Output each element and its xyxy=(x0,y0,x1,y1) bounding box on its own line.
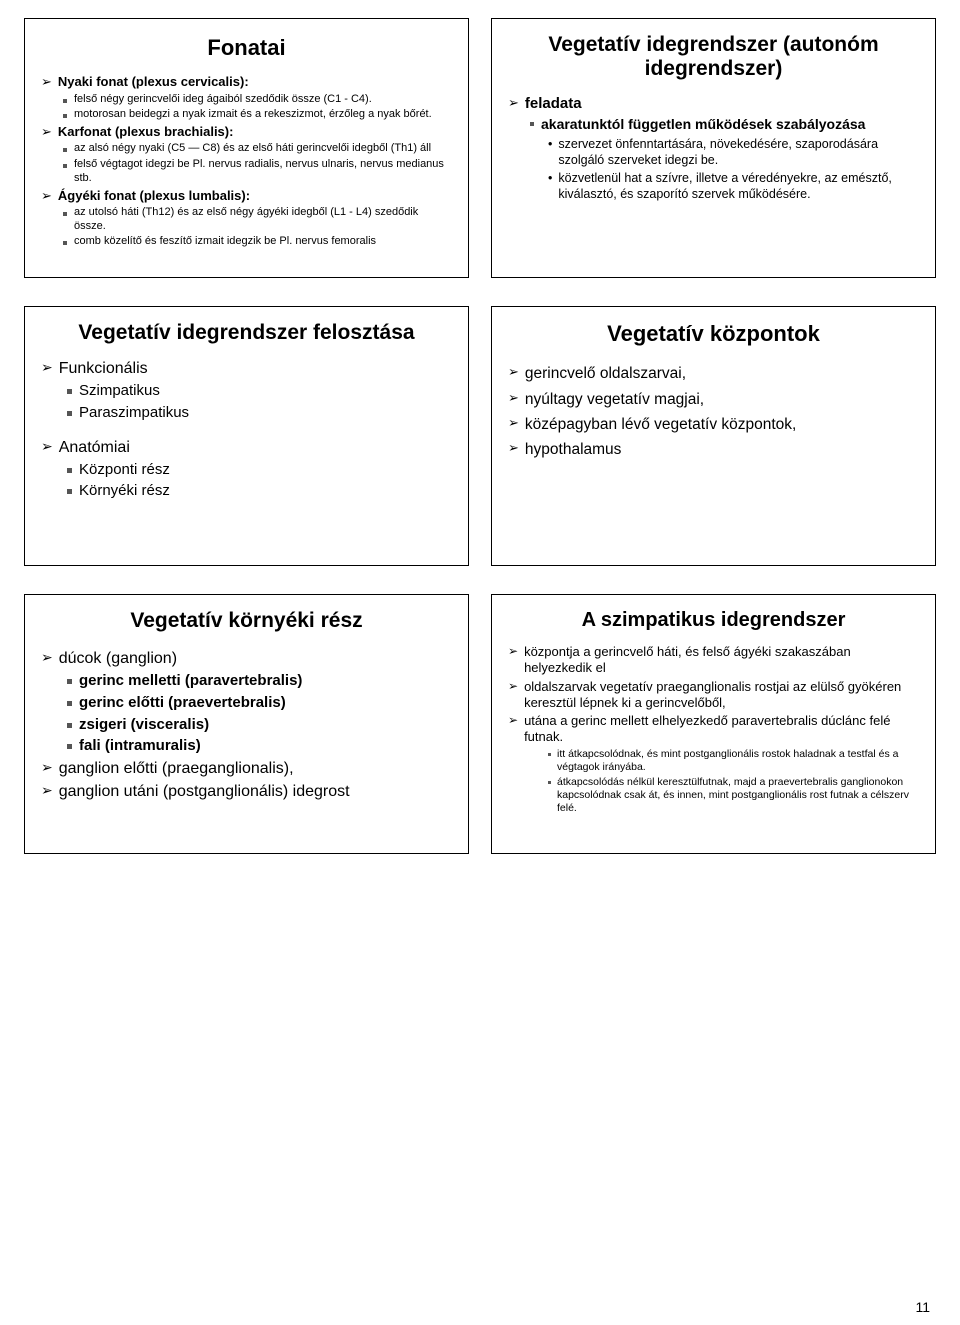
arrow-icon: ➢ xyxy=(41,359,53,377)
slide-title: Vegetatív idegrendszer felosztása xyxy=(41,321,452,345)
list-item: •közvetlenül hat a szívre, illetve a vér… xyxy=(548,170,919,202)
list-item: ➢feladata xyxy=(508,95,919,114)
list-item: ➢Ágyéki fonat (plexus lumbalis): xyxy=(41,188,452,204)
slide-kozpontok: Vegetatív központok ➢gerincvelő oldalsza… xyxy=(491,306,936,566)
list-item: átkapcsolódás nélkül keresztülfutnak, ma… xyxy=(548,776,919,815)
list-item: felső négy gerincvelői ideg ágaiból szed… xyxy=(63,93,452,107)
list-item: comb közelítő és feszítő izmait idegzik … xyxy=(63,235,452,249)
bullet-icon xyxy=(67,468,72,473)
square-icon xyxy=(548,753,551,756)
bullet-icon xyxy=(67,679,72,684)
arrow-icon: ➢ xyxy=(508,679,518,694)
bullet-icon xyxy=(63,114,67,118)
list-item: Szimpatikus xyxy=(67,382,452,401)
square-icon xyxy=(548,781,551,784)
list-item: gerinc melletti (paravertebralis) xyxy=(67,672,452,691)
arrow-icon: ➢ xyxy=(508,415,519,431)
arrow-icon: ➢ xyxy=(508,364,519,380)
bullet-icon xyxy=(67,489,72,494)
arrow-icon: ➢ xyxy=(41,188,52,204)
bullet-icon xyxy=(530,122,534,126)
arrow-icon: ➢ xyxy=(41,759,53,777)
page-number: 11 xyxy=(915,1299,930,1315)
arrow-icon: ➢ xyxy=(508,713,518,728)
list-item: •szervezet önfenntartására, növekedésére… xyxy=(548,136,919,168)
list-item: zsigeri (visceralis) xyxy=(67,716,452,735)
dash-icon: • xyxy=(548,136,552,152)
arrow-icon: ➢ xyxy=(508,440,519,456)
list-item: az utolsó háti (Th12) és az első négy ág… xyxy=(63,206,452,234)
slide-title: Fonatai xyxy=(41,35,452,60)
list-item: Környéki rész xyxy=(67,482,452,501)
arrow-icon: ➢ xyxy=(508,390,519,406)
bullet-icon xyxy=(63,99,67,103)
list-item: ➢gerincvelő oldalszarvai, xyxy=(508,364,919,383)
list-item: ➢Nyaki fonat (plexus cervicalis): xyxy=(41,74,452,90)
list-item: motorosan beidegzi a nyak izmait és a re… xyxy=(63,108,452,122)
arrow-icon: ➢ xyxy=(41,782,53,800)
list-item: felső végtagot idegzi be Pl. nervus radi… xyxy=(63,158,452,186)
bullet-icon xyxy=(63,164,67,168)
list-item: gerinc előtti (praevertebralis) xyxy=(67,694,452,713)
bullet-icon xyxy=(63,148,67,152)
arrow-icon: ➢ xyxy=(508,95,519,111)
arrow-icon: ➢ xyxy=(41,438,53,456)
list-item: ➢Karfonat (plexus brachialis): xyxy=(41,124,452,140)
list-item: ➢oldalszarvak vegetatív praeganglionalis… xyxy=(508,679,919,712)
list-item: ➢Anatómiai xyxy=(41,438,452,458)
list-item: ➢hypothalamus xyxy=(508,440,919,459)
list-item: Központi rész xyxy=(67,461,452,480)
slide-title: Vegetatív idegrendszer (autonóm idegrend… xyxy=(508,33,919,81)
arrow-icon: ➢ xyxy=(41,74,52,90)
slide-title: Vegetatív központok xyxy=(508,321,919,346)
list-item: akaratunktól független működések szabály… xyxy=(530,116,919,134)
slide-grid: Fonatai ➢Nyaki fonat (plexus cervicalis)… xyxy=(0,0,960,864)
slide-title: Vegetatív környéki rész xyxy=(41,609,452,633)
list-item: itt átkapcsolódnak, és mint postganglion… xyxy=(548,748,919,774)
list-item: ➢ganglion előtti (praeganglionalis), xyxy=(41,759,452,779)
bullet-icon xyxy=(67,744,72,749)
slide-title: A szimpatikus idegrendszer xyxy=(508,609,919,632)
list-item: Paraszimpatikus xyxy=(67,404,452,423)
list-item: ➢nyúltagy vegetatív magjai, xyxy=(508,390,919,409)
list-item: ➢ganglion utáni (postganglionális) idegr… xyxy=(41,782,452,802)
arrow-icon: ➢ xyxy=(508,644,518,659)
list-item: ➢központja a gerincvelő háti, és felső á… xyxy=(508,644,919,677)
bullet-icon xyxy=(63,241,67,245)
list-item: az alsó négy nyaki (C5 — C8) és az első … xyxy=(63,142,452,156)
slide-felosztasa: Vegetatív idegrendszer felosztása ➢Funkc… xyxy=(24,306,469,566)
bullet-icon xyxy=(67,411,72,416)
bullet-icon xyxy=(67,389,72,394)
list-item: ➢utána a gerinc mellett elhelyezkedő par… xyxy=(508,713,919,746)
list-item: ➢középagyban lévő vegetatív központok, xyxy=(508,415,919,434)
bullet-icon xyxy=(67,701,72,706)
arrow-icon: ➢ xyxy=(41,124,52,140)
arrow-icon: ➢ xyxy=(41,649,53,667)
bullet-icon xyxy=(63,212,67,216)
slide-kornyeki-resz: Vegetatív környéki rész ➢dúcok (ganglion… xyxy=(24,594,469,854)
list-item: fali (intramuralis) xyxy=(67,737,452,756)
slide-szimpatikus: A szimpatikus idegrendszer ➢központja a … xyxy=(491,594,936,854)
list-item: ➢dúcok (ganglion) xyxy=(41,649,452,669)
bullet-icon xyxy=(67,723,72,728)
dash-icon: • xyxy=(548,170,552,186)
slide-fonatai: Fonatai ➢Nyaki fonat (plexus cervicalis)… xyxy=(24,18,469,278)
list-item: ➢Funkcionális xyxy=(41,359,452,379)
slide-vegetativ-idegrendszer: Vegetatív idegrendszer (autonóm idegrend… xyxy=(491,18,936,278)
